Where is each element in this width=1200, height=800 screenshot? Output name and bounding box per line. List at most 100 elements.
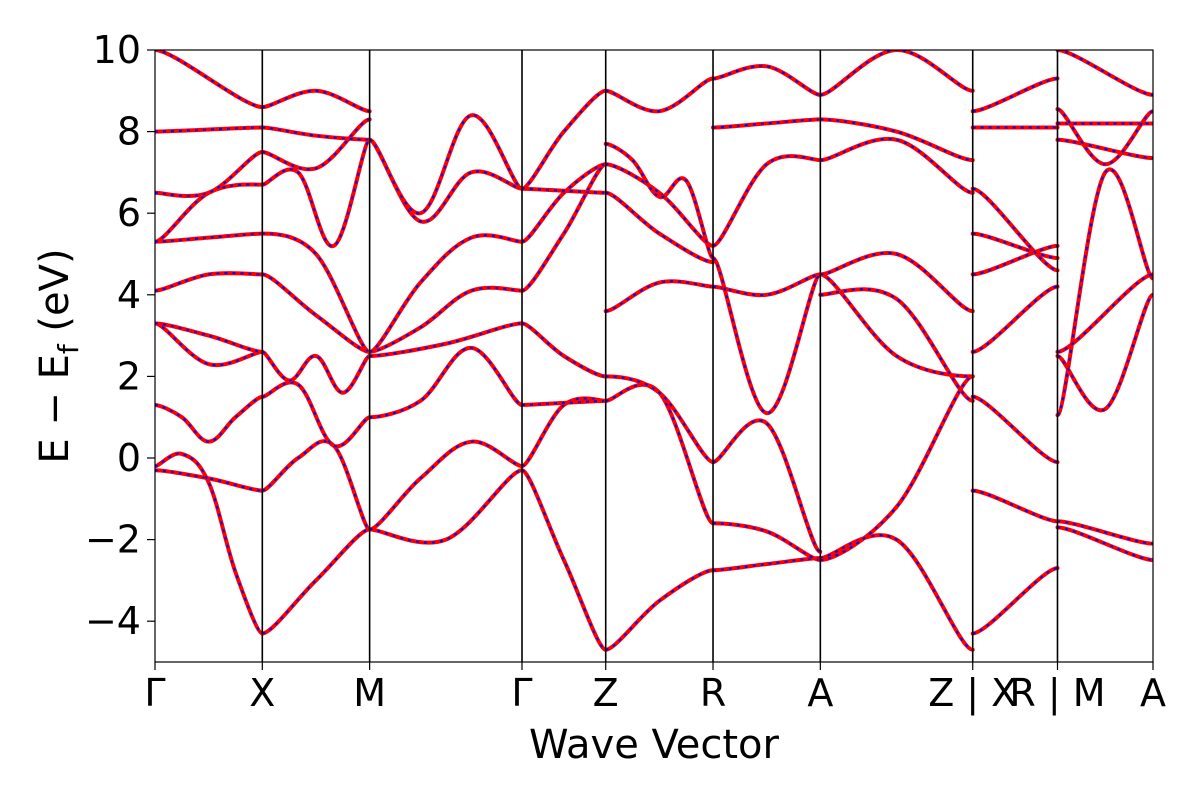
band-line-dashed-seg3-b3 [521, 322, 606, 378]
band-line-seg0-b1 [155, 451, 265, 636]
band-line-dashed-seg1-b0 [262, 528, 370, 635]
band-line-dashed-seg8-b1 [1057, 520, 1153, 545]
band-line-seg0-b10 [155, 50, 265, 110]
band-line-dashed-seg4-b1 [605, 383, 714, 525]
band-line-seg1-b2 [260, 380, 372, 449]
band-line-dashed-seg6-b3 [820, 251, 973, 313]
band-line-seg0-b2 [155, 394, 265, 444]
band-line-dashed-seg8-b4 [1057, 273, 1153, 353]
y-tick-label: −2 [85, 518, 141, 562]
band-line-seg3-b7 [520, 88, 608, 191]
band-line-dashed-seg3-b0 [521, 469, 607, 651]
band-line-seg1-b1 [260, 439, 372, 532]
band-line-dashed-seg1-b9 [262, 89, 370, 113]
band-line-seg7-b2 [970, 394, 1060, 465]
band-line-seg7-b0 [970, 566, 1060, 636]
band-line-seg4-b7 [603, 76, 716, 114]
band-line-dashed-seg6-b7 [820, 50, 973, 96]
band-line-dashed-seg8-b0 [1057, 526, 1153, 561]
x-tick-label: M [353, 671, 386, 715]
band-line-seg2-b2 [367, 345, 525, 420]
band-line-dashed-seg6-b5 [820, 137, 973, 194]
x-axis-ticks: Γ X M Γ Z R A Z | XR | M A [144, 662, 1166, 716]
x-tick-label: Z [593, 671, 619, 715]
band-line-seg8-b8 [1055, 50, 1153, 97]
band-line-seg3-b0 [520, 468, 608, 652]
band-line-dashed-seg7-b5 [972, 232, 1058, 260]
band-line-dashed-seg8-b7 [1057, 108, 1153, 166]
band-line-dashed-seg5-b4 [712, 257, 822, 415]
y-tick-label: 10 [93, 28, 141, 72]
band-line-seg4-b4 [603, 190, 716, 265]
band-line-seg3-b4 [520, 162, 608, 293]
band-line-seg5-b3 [711, 272, 823, 298]
band-line-dashed-seg5-b7 [712, 65, 821, 96]
y-tick-label: 2 [117, 354, 141, 398]
band-line-seg6-b7 [818, 50, 975, 97]
band-line-seg0-b9 [155, 125, 265, 134]
band-line-seg1-b0 [260, 527, 372, 636]
band-line-seg1-b4 [260, 272, 372, 354]
band-line-dashed-seg2-b3 [369, 322, 523, 357]
band-line-seg5-b7 [711, 64, 823, 97]
band-line-dashed-seg6-b2 [820, 273, 973, 378]
band-line-dashed-seg0-b10 [155, 50, 263, 109]
band-line-dashed-seg3-b1 [521, 397, 606, 468]
y-axis-label-unit: (eV) [32, 248, 78, 344]
band-line-seg1-b7 [260, 117, 372, 172]
band-line-seg4-b1 [603, 382, 716, 526]
y-tick-label: 0 [117, 436, 141, 480]
band-line-dashed-seg6-b6 [820, 118, 973, 162]
band-line-seg4-b6 [603, 141, 716, 261]
bands-layer [155, 50, 1153, 652]
band-line-seg0-b5 [155, 271, 265, 293]
band-line-seg0-b8 [155, 150, 265, 199]
band-line-seg3-b3 [520, 321, 608, 379]
band-line-dashed-seg1-b8 [262, 126, 370, 141]
band-line-seg7-b3 [970, 284, 1060, 354]
y-tick-label: 6 [117, 191, 141, 235]
band-line-seg0-b4 [155, 321, 265, 354]
x-tick-label: R [700, 671, 726, 715]
x-tick-label: X [249, 671, 275, 715]
band-line-seg5-b2 [711, 418, 823, 554]
y-axis-label: E − Ef (eV) [32, 248, 85, 463]
band-line-seg0-b6 [155, 231, 265, 244]
kpoint-lines-layer [261, 50, 1059, 662]
band-line-seg3-b1 [520, 396, 608, 469]
band-line-dashed-seg1-b7 [262, 118, 370, 171]
band-line-seg7-b5 [970, 231, 1060, 261]
band-line-seg4-b5 [603, 162, 716, 248]
band-line-seg5-b5 [711, 154, 823, 248]
band-line-dashed-seg0-b8 [155, 151, 263, 198]
x-tick-label: A [807, 671, 833, 715]
band-line-dashed-seg6-b4 [820, 288, 974, 402]
band-line-dashed-seg2-b6 [369, 138, 523, 223]
band-line-dashed-seg4-b2 [605, 375, 714, 464]
band-line-dashed-seg4-b0 [605, 569, 714, 651]
band-line-dashed-seg2-b2 [369, 346, 523, 419]
band-line-seg7-b4 [970, 243, 1060, 277]
band-line-dashed-seg4-b7 [605, 77, 714, 113]
band-line-seg7-b6 [970, 186, 1060, 273]
x-axis-label: Wave Vector [529, 722, 780, 768]
band-line-seg6-b1 [818, 374, 975, 562]
x-tick-label: Γ [511, 671, 532, 715]
band-line-seg6-b3 [818, 250, 975, 314]
band-line-seg4-b0 [603, 568, 716, 652]
band-line-seg1-b5 [260, 231, 372, 354]
band-line-dashed-seg8-b3 [1056, 293, 1153, 412]
band-line-dashed-seg0-b1 [155, 452, 263, 635]
plot-frame [154, 49, 1154, 663]
band-line-dashed-seg5-b5 [712, 155, 821, 247]
band-line-seg1-b6 [260, 137, 372, 248]
band-line-dashed-seg5-b3 [712, 273, 821, 297]
band-line-dashed-seg0-b2 [155, 395, 263, 443]
band-line-dashed-seg2-b4 [369, 286, 523, 353]
x-tick-label: Γ [144, 671, 165, 715]
band-line-seg6-b5 [818, 136, 975, 195]
band-line-dashed-seg5-b0 [713, 556, 821, 572]
y-axis-ticks: −4 −2 0 2 4 6 8 10 [85, 28, 155, 643]
y-tick-label: 4 [117, 273, 141, 317]
